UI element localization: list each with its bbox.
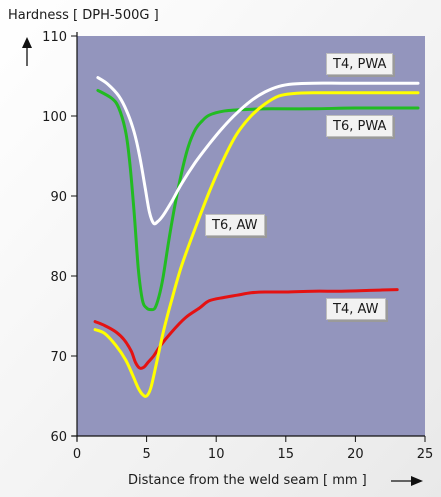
series-line-t4-pwa: [96, 76, 420, 226]
x-tick-label: 20: [347, 447, 364, 462]
y-axis-label: Hardness [ DPH-500G ]: [8, 8, 159, 23]
label-t6-aw: T6, AW: [205, 214, 265, 236]
y-tick-label: 90: [50, 190, 67, 205]
label-t6-pwa: T6, PWA: [326, 115, 394, 137]
x-axis-arrow-head: [411, 476, 423, 486]
series-line-t6-aw: [93, 91, 420, 398]
y-tick-label: 80: [50, 270, 67, 285]
x-tick-label: 0: [73, 447, 81, 462]
x-axis-label: Distance from the weld seam [ mm ]: [128, 473, 367, 488]
x-tick-label: 5: [142, 447, 150, 462]
y-tick-label: 110: [42, 30, 67, 45]
x-tick-label: 15: [278, 447, 295, 462]
y-tick-label: 60: [50, 430, 67, 445]
plot-area: [77, 36, 425, 436]
y-tick-label: 70: [50, 350, 67, 365]
series-line-t4-aw: [93, 288, 399, 370]
x-tick-label: 25: [417, 447, 434, 462]
x-tick-label: 10: [208, 447, 225, 462]
y-tick-label: 100: [42, 110, 67, 125]
label-t4-pwa: T4, PWA: [326, 53, 394, 75]
y-axis-arrow-head: [22, 37, 32, 48]
label-t4-aw: T4, AW: [326, 298, 386, 320]
